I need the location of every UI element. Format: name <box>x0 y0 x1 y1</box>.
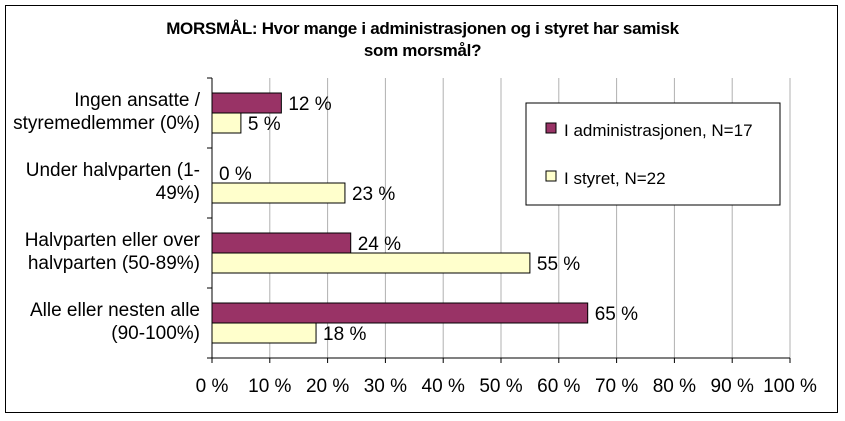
legend-label: I administrasjonen, N=17 <box>564 121 753 140</box>
category-label: Halvparten eller over halvparten (50-89%) <box>25 230 201 274</box>
data-label: 0 % <box>219 164 252 185</box>
category-label: Alle eller nesten alle (90-100%) <box>30 300 200 344</box>
bar <box>211 112 242 134</box>
x-tick-label: 40 % <box>422 376 465 397</box>
category-label: Under halvparten (1-49%) <box>26 160 200 204</box>
legend-box <box>525 102 781 206</box>
legend-swatch <box>545 170 557 182</box>
x-tick-label: 90 % <box>711 376 754 397</box>
x-tick-label: 80 % <box>653 376 696 397</box>
data-label: 5 % <box>248 114 281 135</box>
x-tick-label: 60 % <box>537 376 580 397</box>
x-tick-label: 70 % <box>595 376 638 397</box>
chart-title: MORSMÅL: Hvor mange i administrasjonen o… <box>60 18 785 62</box>
data-label: 18 % <box>323 324 366 345</box>
x-tick-label: 50 % <box>479 376 522 397</box>
category-label: Ingen ansatte / styremedlemmer (0%) <box>13 90 201 134</box>
chart-title-line-1: MORSMÅL: Hvor mange i administrasjonen o… <box>166 19 679 38</box>
chart-title-line-2: som morsmål? <box>363 41 482 60</box>
x-tick-label: 100 % <box>763 376 817 397</box>
data-label: 65 % <box>595 304 638 325</box>
bar <box>211 252 531 274</box>
data-label: 12 % <box>288 94 331 115</box>
bar <box>211 302 589 324</box>
chart-frame <box>5 5 838 413</box>
data-label: 55 % <box>537 254 580 275</box>
x-tick-label: 30 % <box>364 376 407 397</box>
x-tick-label: 0 % <box>196 376 229 397</box>
legend-label: I styret, N=22 <box>564 169 666 188</box>
bar <box>211 232 352 254</box>
bar <box>211 92 282 114</box>
data-label: 23 % <box>352 184 395 205</box>
legend-swatch <box>545 122 557 134</box>
bar <box>211 182 346 204</box>
x-tick-label: 20 % <box>306 376 349 397</box>
data-label: 24 % <box>358 234 401 255</box>
x-tick-label: 10 % <box>248 376 291 397</box>
bar <box>211 322 317 344</box>
